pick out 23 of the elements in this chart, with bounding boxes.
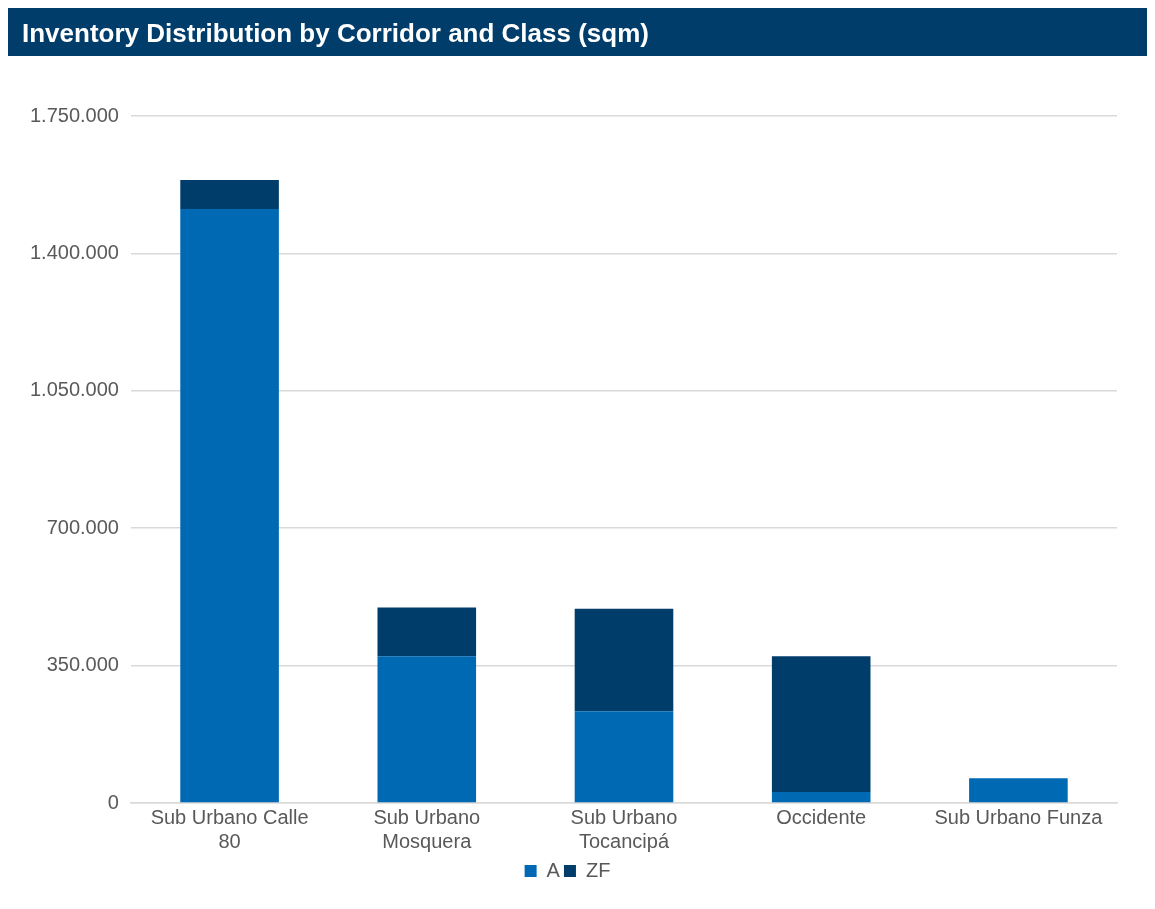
bar: [574, 608, 674, 712]
x-tick-label: Occidente: [776, 805, 867, 828]
bar: [574, 711, 674, 803]
bar: [771, 792, 871, 803]
bar: [180, 179, 279, 210]
y-tick-label: 1.050.000: [29, 378, 119, 401]
bar: [969, 778, 1068, 803]
bar: [377, 656, 477, 803]
y-tick-label: 0: [107, 790, 119, 813]
y-tick-label: 1.750.000: [29, 103, 119, 126]
bar: [377, 607, 477, 657]
bar: [771, 656, 871, 793]
chart-title: Inventory Distribution by Corridor and Class (sqm): [8, 8, 1147, 56]
bar: [180, 209, 279, 803]
x-tick-label: Sub Urbano Tocancipá: [570, 805, 678, 852]
x-tick-label: Sub Urbano Funza: [934, 805, 1104, 828]
legend-label: A: [546, 858, 561, 881]
x-tick-label: Sub Urbano Mosquera: [373, 805, 481, 852]
y-tick-label: 350.000: [46, 653, 119, 676]
x-tick-label: Sub Urbano Calle 80: [150, 805, 309, 852]
legend-label: ZF: [585, 858, 611, 881]
y-tick-label: 1.400.000: [29, 240, 119, 263]
y-tick-label: 700.000: [46, 515, 119, 538]
